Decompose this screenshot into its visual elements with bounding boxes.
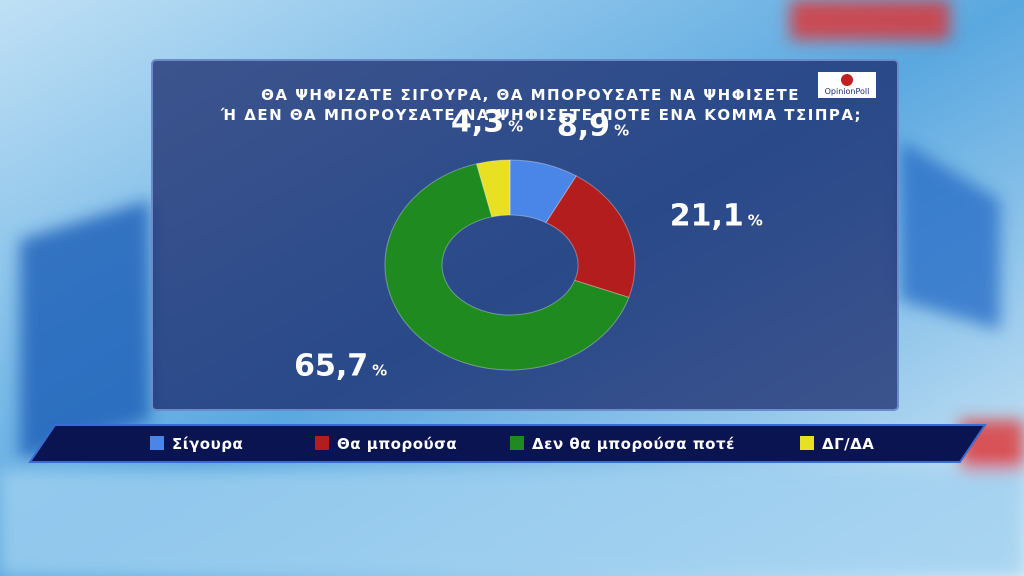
value-suffix: % [508, 117, 523, 135]
value-label: 65,7% [294, 348, 387, 383]
slice [545, 175, 636, 299]
value-number: 8,9 [557, 109, 610, 144]
panel [151, 59, 899, 411]
value-suffix: % [614, 122, 629, 140]
value-number: 65,7 [294, 348, 368, 383]
title-line: ΘΑ ΨΗΦΙΖΑΤΕ ΣΙΓΟΥΡΑ, ΘΑ ΜΠΟΡΟΥΣΑΤΕ ΝΑ ΨΗ… [261, 86, 800, 104]
logo-icon [841, 74, 853, 86]
legend-swatch [150, 436, 164, 450]
legend-swatch [510, 436, 524, 450]
value-label: 21,1% [670, 198, 763, 233]
legend-label: ΔΓ/ΔΑ [822, 435, 874, 453]
slice [476, 159, 511, 218]
legend-swatch [800, 436, 814, 450]
value-label: 4,3% [451, 104, 523, 139]
slice [384, 163, 630, 371]
value-suffix: % [372, 361, 387, 379]
value-suffix: % [748, 211, 763, 229]
legend-label: Θα μπορούσα [337, 435, 457, 453]
value-number: 4,3 [451, 104, 504, 139]
legend-bar [28, 424, 987, 463]
title-line: Ή ΔΕΝ ΘΑ ΜΠΟΡΟΥΣΑΤΕ ΝΑ ΨΗΦΙΣΕΤΕ ΠΟΤΕ ΕΝΑ… [220, 106, 862, 124]
value-label: 8,9% [557, 109, 629, 144]
legend-swatch [315, 436, 329, 450]
logo: OpinionPoll [825, 87, 870, 96]
value-number: 21,1 [670, 198, 744, 233]
legend-label: Σίγουρα [172, 435, 243, 453]
legend-label: Δεν θα μπορούσα ποτέ [532, 435, 735, 453]
